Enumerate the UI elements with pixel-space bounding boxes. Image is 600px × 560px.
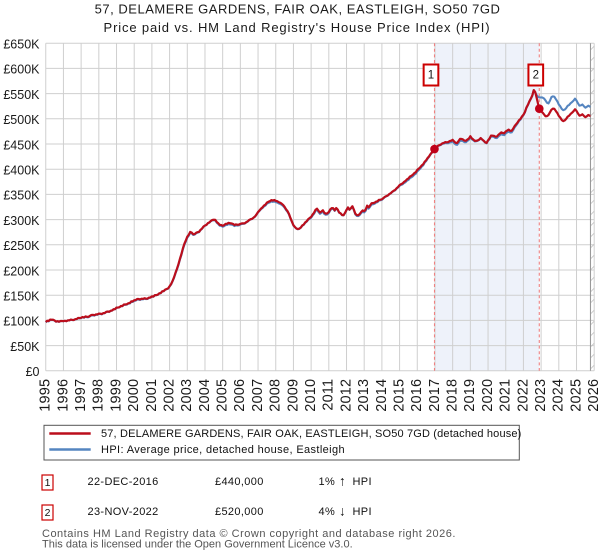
svg-text:£440,000: £440,000	[215, 476, 264, 488]
svg-text:£350K: £350K	[3, 189, 40, 203]
svg-text:2001: 2001	[144, 379, 160, 412]
svg-text:2004: 2004	[197, 379, 213, 412]
svg-text:1998: 1998	[91, 379, 107, 412]
svg-text:1999: 1999	[108, 379, 124, 412]
svg-text:2014: 2014	[374, 379, 390, 412]
svg-text:£500K: £500K	[3, 113, 40, 127]
svg-text:£150K: £150K	[3, 290, 40, 304]
svg-text:HPI: HPI	[353, 476, 372, 488]
svg-text:£400K: £400K	[3, 164, 40, 178]
svg-text:HPI: Average price, detached h: HPI: Average price, detached house, East…	[101, 444, 345, 456]
svg-text:2007: 2007	[250, 379, 266, 412]
svg-text:2008: 2008	[268, 379, 284, 412]
svg-text:22-DEC-2016: 22-DEC-2016	[88, 476, 159, 488]
svg-text:1: 1	[45, 477, 51, 489]
svg-text:£200K: £200K	[3, 264, 40, 278]
svg-text:£550K: £550K	[3, 88, 40, 102]
svg-text:1996: 1996	[55, 379, 71, 412]
svg-text:2021: 2021	[498, 379, 514, 412]
svg-text:↓: ↓	[339, 503, 346, 518]
svg-text:1995: 1995	[38, 379, 54, 412]
svg-text:2002: 2002	[161, 379, 177, 412]
svg-text:2: 2	[45, 507, 51, 519]
svg-text:2012: 2012	[338, 379, 354, 412]
svg-text:57, DELAMERE GARDENS, FAIR OAK: 57, DELAMERE GARDENS, FAIR OAK, EASTLEIG…	[95, 2, 501, 17]
svg-text:2005: 2005	[215, 379, 231, 412]
svg-text:2020: 2020	[480, 379, 496, 412]
svg-text:57, DELAMERE GARDENS, FAIR OAK: 57, DELAMERE GARDENS, FAIR OAK, EASTLEIG…	[101, 428, 521, 440]
svg-text:£0: £0	[26, 365, 40, 379]
svg-text:2026: 2026	[586, 379, 600, 412]
svg-text:£50K: £50K	[10, 340, 40, 354]
svg-text:2013: 2013	[356, 379, 372, 412]
svg-text:£250K: £250K	[3, 239, 40, 253]
svg-text:4%: 4%	[319, 506, 336, 518]
svg-text:↑: ↑	[339, 473, 346, 488]
svg-text:£100K: £100K	[3, 315, 40, 329]
svg-text:23-NOV-2022: 23-NOV-2022	[88, 506, 159, 518]
svg-text:£600K: £600K	[3, 63, 40, 77]
svg-text:Contains HM Land Registry data: Contains HM Land Registry data © Crown c…	[42, 528, 456, 540]
svg-text:£450K: £450K	[3, 138, 40, 152]
svg-text:2025: 2025	[568, 379, 584, 412]
svg-text:2017: 2017	[427, 379, 443, 412]
svg-text:2016: 2016	[409, 379, 425, 412]
svg-text:2: 2	[533, 70, 539, 82]
svg-text:HPI: HPI	[353, 506, 372, 518]
svg-text:2009: 2009	[285, 379, 301, 412]
svg-text:2022: 2022	[515, 379, 531, 412]
svg-text:2024: 2024	[551, 379, 567, 412]
svg-text:2011: 2011	[321, 379, 337, 411]
svg-text:1997: 1997	[73, 379, 89, 412]
svg-text:2018: 2018	[445, 379, 461, 412]
svg-text:1%: 1%	[319, 476, 336, 488]
svg-text:Price paid vs. HM Land Registr: Price paid vs. HM Land Registry's House …	[104, 20, 491, 35]
svg-text:2010: 2010	[303, 379, 319, 412]
svg-text:£520,000: £520,000	[215, 506, 264, 518]
svg-text:2023: 2023	[533, 379, 549, 412]
svg-text:£300K: £300K	[3, 214, 40, 228]
svg-text:2003: 2003	[179, 379, 195, 412]
svg-text:£650K: £650K	[3, 38, 40, 52]
svg-text:2006: 2006	[232, 379, 248, 412]
svg-text:1: 1	[428, 70, 434, 82]
svg-text:2019: 2019	[462, 379, 478, 412]
svg-text:2000: 2000	[126, 379, 142, 412]
svg-text:This data is licensed under th: This data is licensed under the Open Gov…	[42, 539, 353, 551]
svg-text:2015: 2015	[391, 379, 407, 412]
